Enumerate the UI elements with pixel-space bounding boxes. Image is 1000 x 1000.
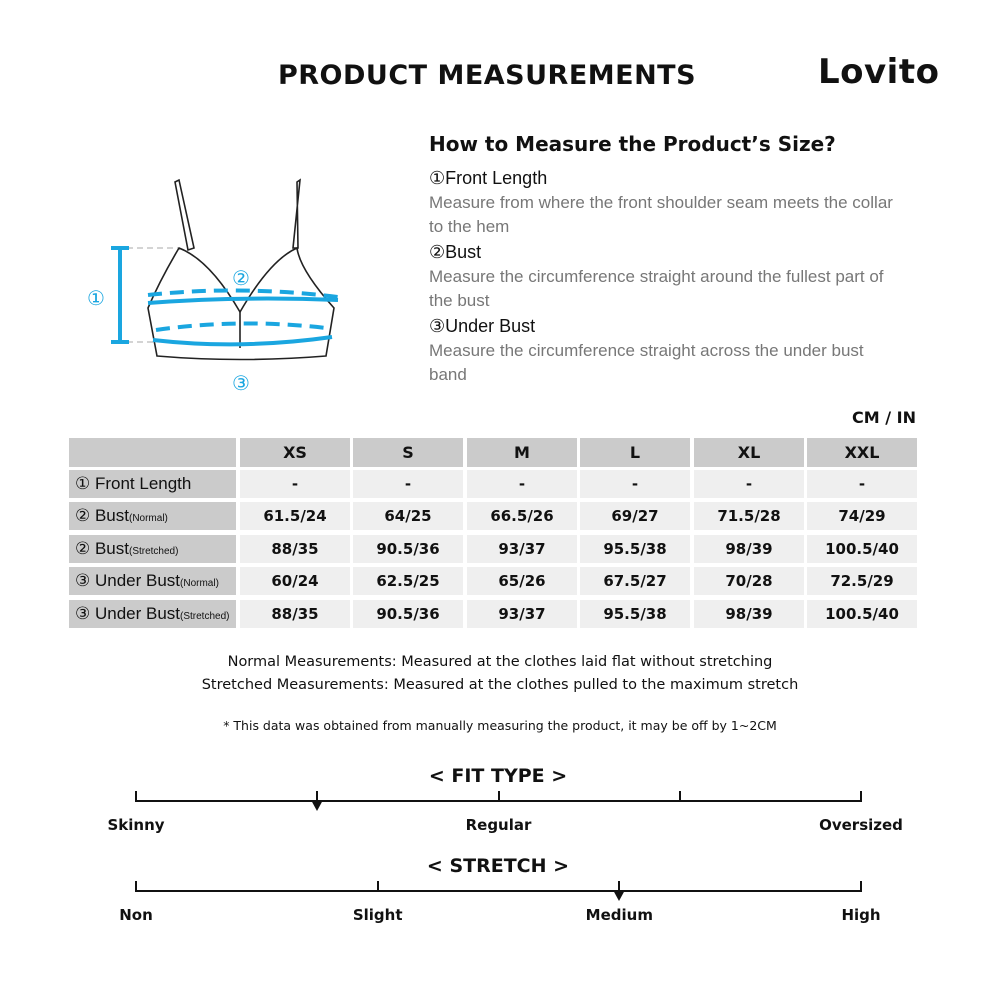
table-cell: 70/28	[694, 567, 804, 595]
table-cell: 93/37	[467, 600, 577, 628]
row-label-text: ② Bust	[75, 506, 129, 525]
stretch-label: Non	[119, 906, 153, 924]
table-cell: -	[580, 470, 690, 498]
row-label-text: ② Bust	[75, 539, 129, 558]
bust-heading: ②Bust	[429, 242, 482, 262]
normal-note: Normal Measurements: Measured at the clo…	[227, 654, 773, 670]
fit_type-label: Skinny	[107, 816, 165, 834]
table-cell: 69/27	[580, 502, 690, 530]
row-label-sub: (Stretched)	[180, 611, 230, 622]
fit_type-tick	[316, 791, 319, 801]
table-cell: 74/29	[807, 502, 917, 530]
table-cell: 72.5/29	[807, 567, 917, 595]
table-cell: 88/35	[240, 535, 350, 563]
front-length-heading: ①Front Length	[429, 168, 548, 188]
stretch-label: Slight	[352, 906, 403, 924]
fit-type-title: < FIT TYPE >	[428, 765, 568, 787]
row-label-text: ③ Under Bust	[75, 571, 181, 590]
how-to-heading: How to Measure the Product’s Size?	[429, 132, 836, 156]
table-cell: 66.5/26	[467, 502, 577, 530]
table-cell: 71.5/28	[694, 502, 804, 530]
stretch-line	[135, 890, 862, 892]
row-label-sub: (Normal)	[180, 578, 219, 589]
table-cell: 67.5/27	[580, 567, 690, 595]
table-cell: -	[694, 470, 804, 498]
fit_type-tick	[497, 791, 500, 801]
table-cell: -	[240, 470, 350, 498]
table-cell: 93/37	[467, 535, 577, 563]
table-cell: 90.5/36	[353, 535, 463, 563]
size-header: M	[467, 438, 577, 467]
row-label-text: ③ Under Bust	[75, 604, 181, 623]
table-cell: 100.5/40	[807, 535, 917, 563]
table-cell: 100.5/40	[807, 600, 917, 628]
fit_type-label: Oversized	[819, 816, 903, 834]
row-label-sub: (Normal)	[128, 513, 168, 524]
stretched-note: Stretched Measurements: Measured at the …	[201, 677, 799, 693]
table-cell: 64/25	[353, 502, 463, 530]
fit_type-label: Regular	[465, 816, 532, 834]
stretch-label: High	[841, 906, 881, 924]
row-label: ③ Under Bust (Normal)	[69, 567, 236, 595]
size-header: XS	[240, 438, 350, 467]
stretch-tick	[618, 881, 621, 891]
size-header: XXL	[807, 438, 917, 467]
size-header: S	[353, 438, 463, 467]
table-cell: 65/26	[467, 567, 577, 595]
marker-front-length: ①	[87, 286, 105, 310]
stretch-marker-icon	[613, 890, 626, 901]
row-label-sub: (Stretched)	[128, 546, 179, 557]
fit_type-tick	[860, 791, 862, 801]
table-cell: 60/24	[240, 567, 350, 595]
bust-desc: Measure the circumference straight aroun…	[429, 267, 884, 310]
stretch-label: Medium	[585, 906, 653, 924]
table-cell: 62.5/25	[353, 567, 463, 595]
under-bust-heading: ③Under Bust	[429, 316, 536, 336]
table-cell: 95.5/38	[580, 535, 690, 563]
unit-label: CM / IN	[852, 408, 916, 427]
fit_type-tick	[678, 791, 681, 801]
row-label-text: ① Front Length	[75, 474, 192, 493]
row-label: ① Front Length	[69, 470, 236, 498]
table-cell: 61.5/24	[240, 502, 350, 530]
brand-logo: Lovito	[818, 52, 940, 92]
size-header: XL	[694, 438, 804, 467]
table-cell: 95.5/38	[580, 600, 690, 628]
table-cell: 90.5/36	[353, 600, 463, 628]
stretch-title: < STRETCH >	[426, 855, 570, 877]
fit_type-line	[135, 800, 862, 802]
table-header-corner	[69, 438, 236, 467]
stretch-tick	[135, 881, 137, 891]
row-label: ② Bust (Normal)	[69, 502, 236, 530]
page-title: PRODUCT MEASUREMENTS	[277, 60, 697, 91]
marker-under-bust: ③	[232, 371, 250, 395]
fit_type-tick	[135, 791, 137, 801]
row-label: ② Bust (Stretched)	[69, 535, 236, 563]
bra-measurement-diagram: ① ② ③	[87, 178, 339, 395]
stretch-tick	[376, 881, 379, 891]
size-header: L	[580, 438, 690, 467]
row-label: ③ Under Bust (Stretched)	[69, 600, 236, 628]
stretch-tick	[860, 881, 862, 891]
marker-bust: ②	[232, 266, 250, 290]
table-cell: 98/39	[694, 600, 804, 628]
table-cell: -	[467, 470, 577, 498]
table-cell: 88/35	[240, 600, 350, 628]
under-bust-desc: Measure the circumference straight acros…	[429, 341, 864, 384]
table-cell: 98/39	[694, 535, 804, 563]
fit_type-marker-icon	[311, 800, 324, 811]
front-length-desc: Measure from where the front shoulder se…	[429, 193, 893, 236]
disclaimer: * This data was obtained from manually m…	[223, 718, 777, 733]
table-cell: -	[353, 470, 463, 498]
table-cell: -	[807, 470, 917, 498]
